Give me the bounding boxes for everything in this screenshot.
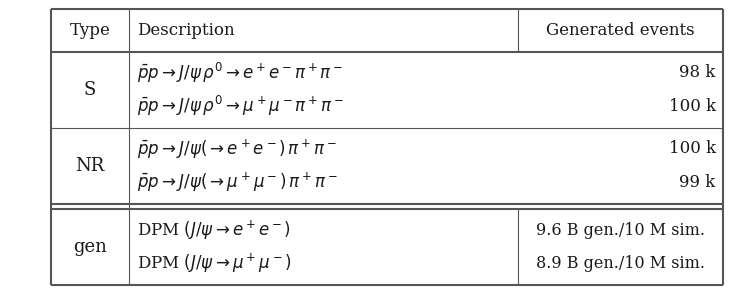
Text: Type: Type bbox=[70, 22, 110, 39]
Text: NR: NR bbox=[76, 157, 105, 175]
Text: DPM $(J/\psi \rightarrow \mu^+\mu^-)$: DPM $(J/\psi \rightarrow \mu^+\mu^-)$ bbox=[137, 252, 292, 275]
Text: $\bar{p}p \rightarrow J/\psi\,\rho^0 \rightarrow e^+e^-\pi^+\pi^-$: $\bar{p}p \rightarrow J/\psi\,\rho^0 \ri… bbox=[137, 61, 344, 85]
Text: $\bar{p}p \rightarrow J/\psi(\rightarrow e^+e^-)\,\pi^+\pi^-$: $\bar{p}p \rightarrow J/\psi(\rightarrow… bbox=[137, 137, 338, 161]
Text: 100 k: 100 k bbox=[669, 98, 716, 115]
Text: 99 k: 99 k bbox=[680, 174, 716, 191]
Text: 9.6 B gen./10 M sim.: 9.6 B gen./10 M sim. bbox=[536, 222, 705, 238]
Text: $\bar{p}p \rightarrow J/\psi\,\rho^0 \rightarrow \mu^+\mu^-\pi^+\pi^-$: $\bar{p}p \rightarrow J/\psi\,\rho^0 \ri… bbox=[137, 94, 344, 118]
Text: 98 k: 98 k bbox=[679, 64, 716, 81]
Text: DPM $(J/\psi \rightarrow e^+e^-)$: DPM $(J/\psi \rightarrow e^+e^-)$ bbox=[137, 218, 291, 242]
Text: S: S bbox=[84, 81, 96, 99]
Text: Description: Description bbox=[137, 22, 235, 39]
Text: 100 k: 100 k bbox=[669, 141, 716, 157]
Text: 8.9 B gen./10 M sim.: 8.9 B gen./10 M sim. bbox=[536, 255, 705, 272]
Text: Generated events: Generated events bbox=[546, 22, 695, 39]
Text: gen: gen bbox=[73, 238, 107, 256]
Text: $\bar{p}p \rightarrow J/\psi(\rightarrow \mu^+\mu^-)\,\pi^+\pi^-$: $\bar{p}p \rightarrow J/\psi(\rightarrow… bbox=[137, 171, 338, 194]
